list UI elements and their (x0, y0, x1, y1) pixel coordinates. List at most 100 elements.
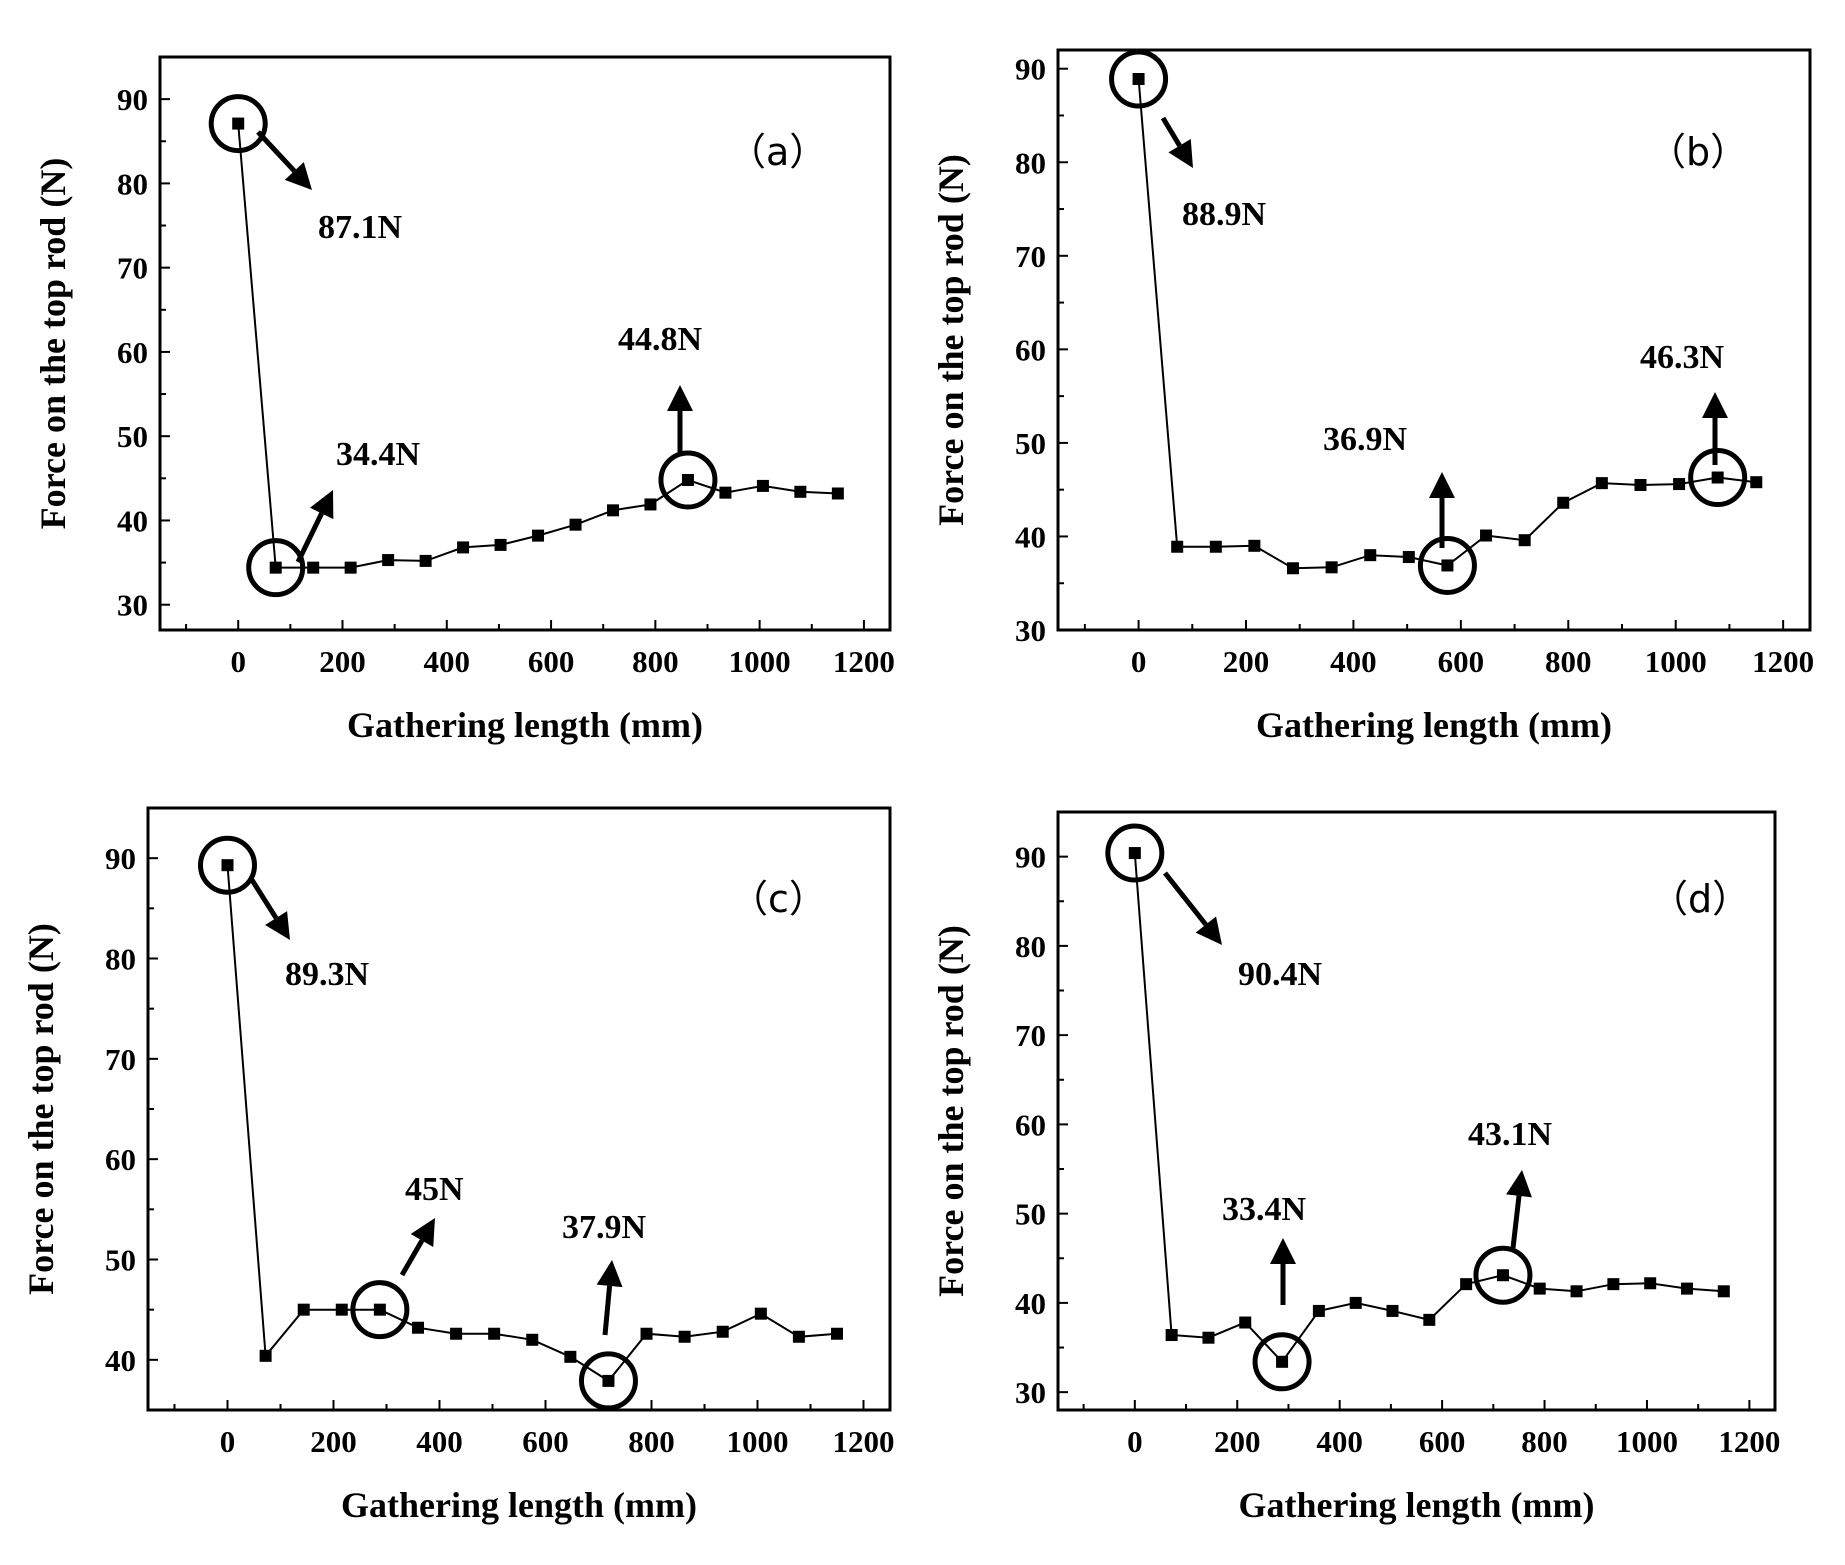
data-point (494, 538, 507, 551)
y-tick-label: 50 (117, 419, 148, 454)
data-point (569, 518, 582, 531)
x-tick-label: 600 (1438, 644, 1485, 679)
arrow-head (1702, 392, 1728, 418)
x-axis-title: Gathering length (mm) (1256, 705, 1612, 745)
data-point (1460, 1278, 1473, 1291)
y-tick-label: 70 (1015, 1018, 1046, 1053)
arrow-head (410, 1218, 435, 1248)
data-point (1248, 539, 1261, 552)
y-tick-label: 70 (1015, 239, 1046, 274)
data-point (1441, 559, 1454, 572)
annotation-arrow (602, 1285, 613, 1336)
y-tick-label: 30 (1015, 1375, 1046, 1410)
data-point (1533, 1282, 1546, 1295)
annotation-label: 90.4N (1238, 956, 1323, 993)
x-tick-label: 1200 (1718, 1424, 1780, 1459)
y-tick-label: 30 (1015, 613, 1046, 648)
y-tick-label: 80 (1015, 929, 1046, 964)
data-point (1276, 1355, 1289, 1368)
y-tick-label: 30 (117, 588, 148, 623)
y-tick-label: 40 (117, 503, 148, 538)
data-point (532, 529, 545, 542)
data-point (1518, 534, 1531, 547)
x-tick-label: 1000 (1645, 644, 1707, 679)
highlight-circle (1105, 823, 1165, 883)
y-tick-label: 40 (1015, 1286, 1046, 1321)
annotation-label: 44.8N (618, 321, 703, 358)
x-tick-label: 1000 (729, 644, 791, 679)
data-point (1349, 1296, 1362, 1309)
arrow-head (265, 911, 290, 940)
series-line (1133, 853, 1724, 1364)
y-tick-label: 90 (1015, 52, 1046, 87)
highlight-circle (208, 94, 268, 154)
x-tick-label: 0 (230, 644, 246, 679)
y-axis-title: Force on the top rod (N) (21, 923, 61, 1295)
x-tick-label: 1200 (1752, 644, 1814, 679)
chart-panel-d: 0 200 400 600 800 1000 1200 30 40 50 60 70 80 90 Gathe… (931, 810, 1780, 1525)
data-point (1132, 73, 1145, 85)
data-point (1202, 1331, 1215, 1344)
x-tick-label: 200 (310, 1424, 357, 1459)
panel-label: （a） (728, 130, 827, 174)
arrow-head (284, 162, 312, 190)
data-point (1607, 1278, 1620, 1291)
data-point (1595, 477, 1608, 490)
y-axis-title: Force on the top rod (N) (931, 925, 971, 1297)
annotation-arrow (399, 1239, 425, 1277)
data-point (1634, 479, 1647, 491)
arrow-head (1506, 1170, 1532, 1198)
x-tick-label: 800 (628, 1424, 675, 1459)
data-point (831, 1327, 843, 1340)
arrow-head (309, 490, 334, 520)
x-tick-label: 400 (424, 644, 471, 679)
data-point (644, 498, 657, 511)
data-point (1128, 847, 1141, 860)
data-point (1423, 1313, 1436, 1326)
data-point (488, 1327, 501, 1340)
y-tick-label: 50 (105, 1243, 136, 1278)
arrow-head (596, 1260, 623, 1288)
y-tick-label: 60 (1015, 1107, 1046, 1142)
data-point (1644, 1277, 1657, 1290)
data-point (1750, 476, 1763, 489)
data-point (1386, 1304, 1399, 1317)
y-tick-label: 80 (117, 166, 148, 201)
data-point (221, 859, 234, 872)
highlight-circle (658, 450, 718, 510)
x-tick-label: 1000 (1616, 1424, 1678, 1459)
data-point (1680, 1282, 1693, 1295)
data-point (411, 1321, 424, 1334)
annotation-label: 36.9N (1323, 421, 1408, 458)
data-point (307, 561, 320, 574)
y-tick-label: 60 (117, 335, 148, 370)
series-line (226, 865, 838, 1383)
data-point (681, 474, 694, 487)
highlight-circle (1417, 535, 1477, 595)
highlight-circle (350, 1280, 410, 1340)
annotation-arrow (1160, 116, 1182, 147)
x-tick-label: 0 (1131, 644, 1147, 679)
data-point (335, 1303, 348, 1316)
x-tick-label: 0 (220, 1424, 236, 1459)
highlight-circle (1688, 448, 1748, 508)
arrow-head (1195, 916, 1222, 945)
y-tick-label: 70 (105, 1042, 136, 1077)
arrow-head (667, 385, 693, 411)
x-axis-title: Gathering length (mm) (347, 705, 703, 745)
x-tick-label: 1200 (833, 644, 895, 679)
annotation-label: 87.1N (318, 209, 403, 246)
annotation-arrow (1163, 871, 1208, 927)
highlight-circle (1473, 1245, 1533, 1305)
data-point (602, 1374, 615, 1387)
y-tick-label: 90 (117, 82, 148, 117)
data-point (756, 479, 769, 492)
x-tick-label: 600 (522, 1424, 569, 1459)
x-tick-label: 800 (632, 644, 679, 679)
data-point (1312, 1304, 1325, 1317)
data-point (640, 1327, 653, 1340)
data-point (754, 1307, 767, 1320)
data-point (344, 561, 357, 574)
data-point (1673, 478, 1686, 491)
y-tick-label: 40 (105, 1343, 136, 1378)
